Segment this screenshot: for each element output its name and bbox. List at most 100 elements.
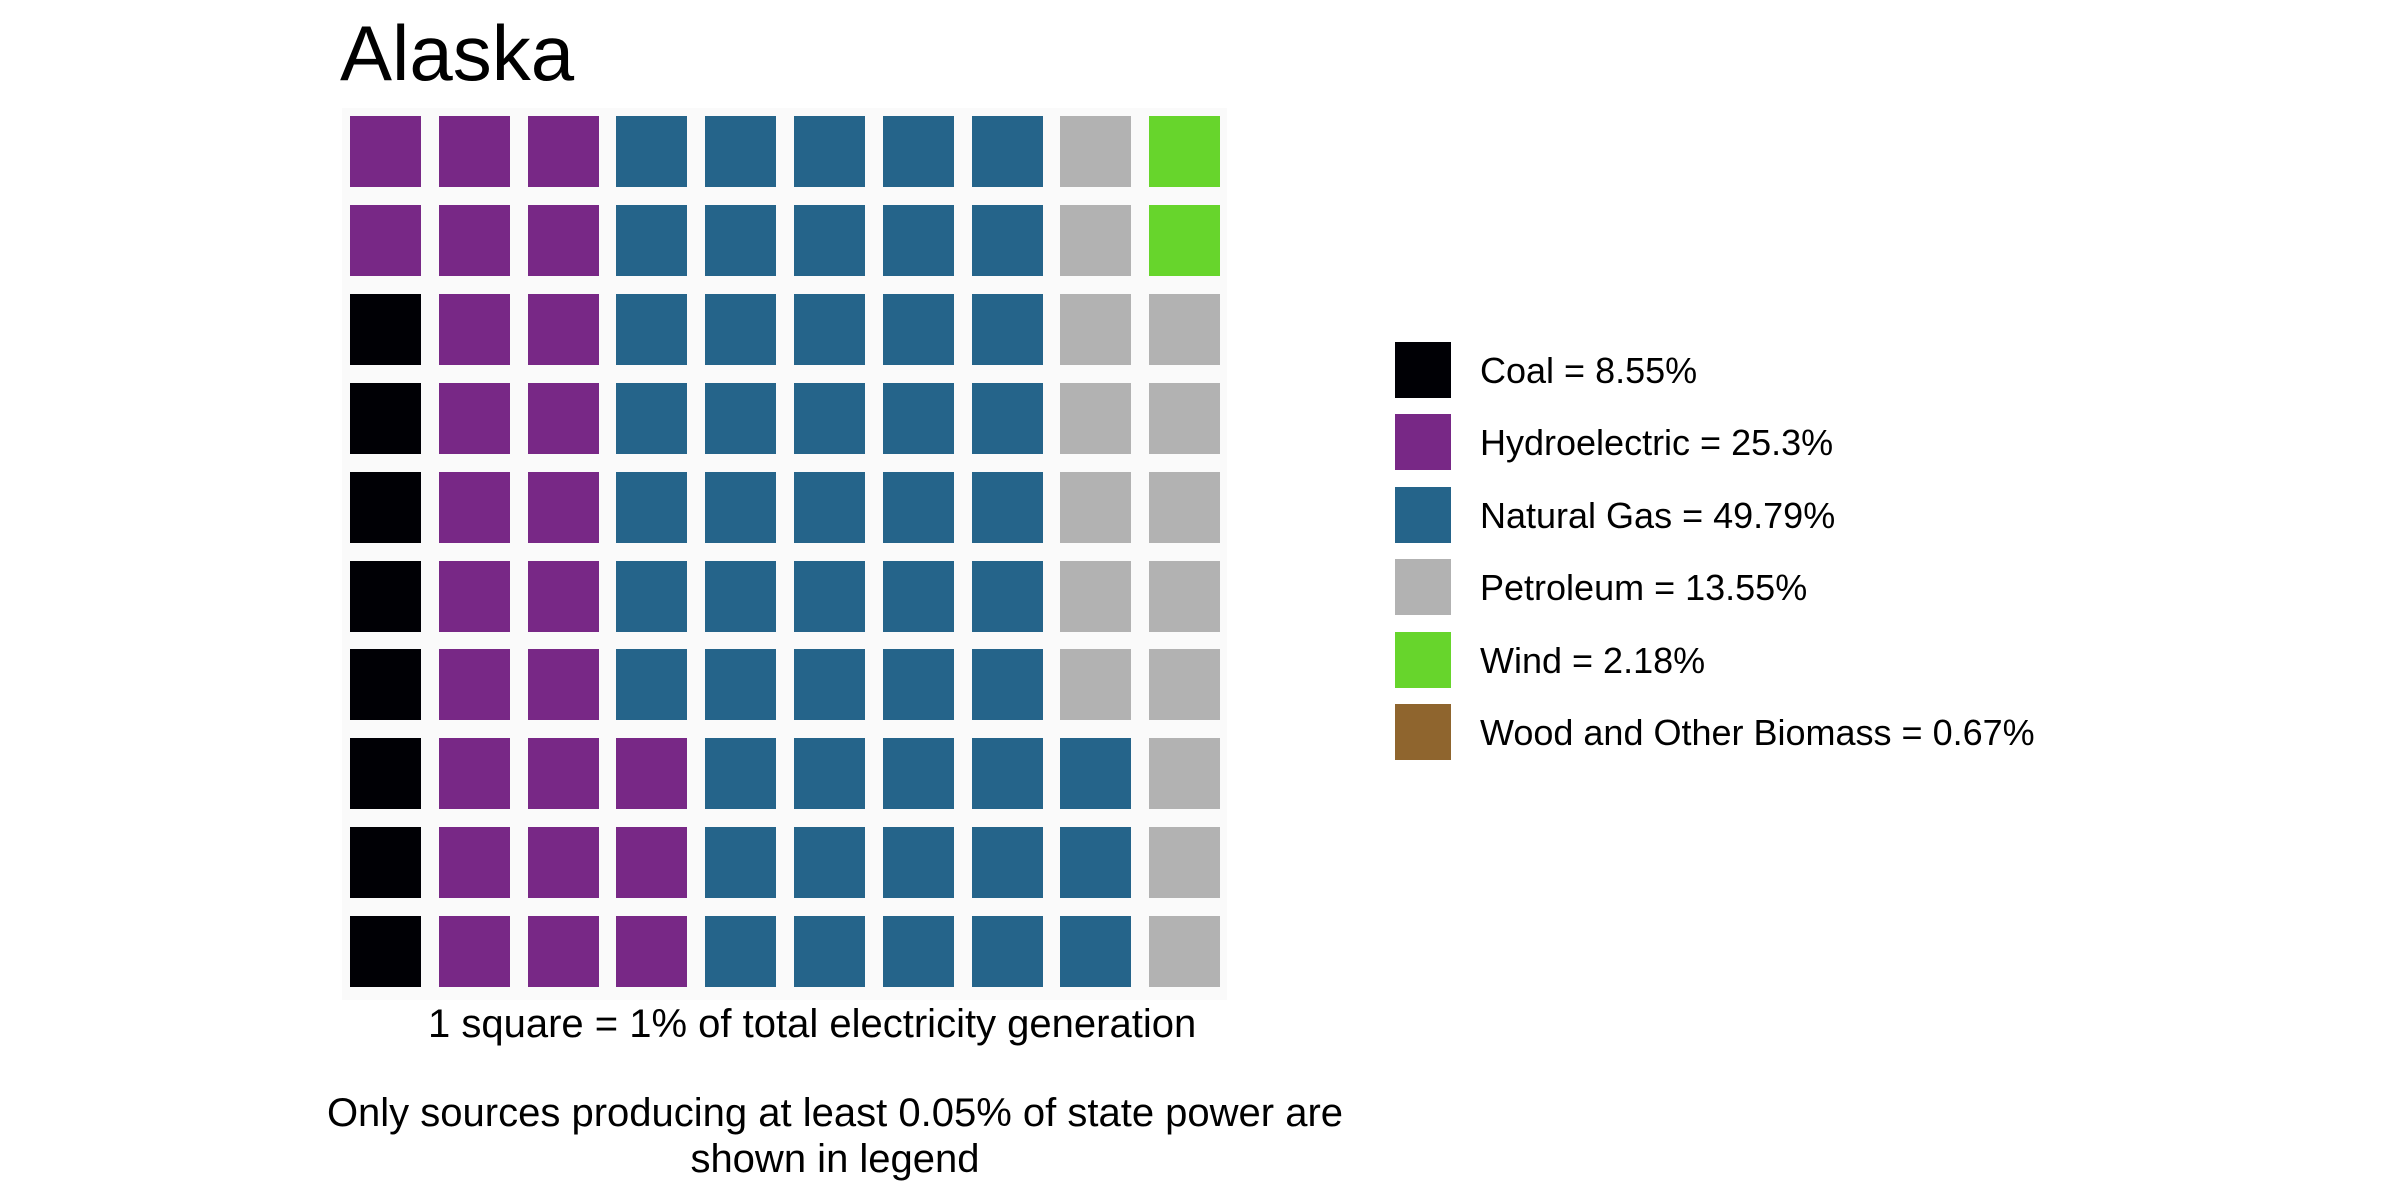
waffle-tile-natural-gas [794,827,865,899]
waffle-tile-natural-gas [971,471,1043,543]
legend-item-wind: Wind = 2.18% [1395,631,2095,688]
legend-key-coal [1395,342,1451,398]
legend-label-wind: Wind = 2.18% [1480,639,1706,681]
waffle-tile-hydroelectric [438,916,510,988]
waffle-tile-natural-gas [1060,738,1132,810]
waffle-tile-petroleum [1060,293,1132,365]
waffle-tile-natural-gas [705,471,777,543]
waffle-tile-natural-gas [882,293,954,365]
waffle-tile-hydroelectric [527,204,599,276]
waffle-tile-natural-gas [794,649,865,721]
waffle-tile-hydroelectric [527,471,599,543]
waffle-tile-hydroelectric [527,560,599,632]
legend-item-natural-gas: Natural Gas = 49.79% [1395,486,2095,543]
waffle-tile-natural-gas [794,293,865,365]
legend-item-wood-and-other-biomass: Wood and Other Biomass = 0.67% [1395,704,2095,760]
legend-label-hydroelectric: Hydroelectric = 25.3% [1480,422,1834,464]
waffle-panel [342,108,1227,1000]
waffle-tile-natural-gas [971,382,1043,454]
waffle-tile-natural-gas [705,204,777,276]
waffle-tile-natural-gas [616,649,688,721]
waffle-tile-coal [350,560,421,632]
waffle-tile-natural-gas [705,382,777,454]
waffle-tile-wind [1149,116,1221,187]
legend-key-petroleum [1395,559,1451,616]
waffle-tile-natural-gas [705,916,777,988]
waffle-tile-natural-gas [882,471,954,543]
waffle-tile-natural-gas [616,382,688,454]
waffle-tile-coal [350,382,421,454]
waffle-tile-natural-gas [882,204,954,276]
waffle-tile-hydroelectric [527,827,599,899]
legend-key-natural-gas [1395,486,1451,543]
legend-key-wind [1395,631,1451,688]
waffle-tile-natural-gas [882,560,954,632]
waffle-tile-natural-gas [971,916,1043,988]
legend-item-hydroelectric: Hydroelectric = 25.3% [1395,414,2095,471]
waffle-tile-hydroelectric [438,204,510,276]
waffle-tile-hydroelectric [438,560,510,632]
waffle-tile-petroleum [1060,560,1132,632]
waffle-tile-hydroelectric [527,649,599,721]
waffle-tile-hydroelectric [527,293,599,365]
waffle-tile-petroleum [1149,738,1221,810]
waffle-tile-natural-gas [705,827,777,899]
waffle-tile-petroleum [1149,649,1221,721]
waffle-tile-coal [350,293,421,365]
waffle-tile-natural-gas [616,293,688,365]
waffle-tile-petroleum [1060,116,1132,187]
waffle-tile-coal [350,738,421,810]
waffle-tile-natural-gas [794,560,865,632]
waffle-tile-coal [350,916,421,988]
waffle-tile-natural-gas [882,827,954,899]
legend-label-wood-and-other-biomass: Wood and Other Biomass = 0.67% [1480,712,2035,753]
waffle-tile-natural-gas [794,471,865,543]
waffle-tile-hydroelectric [350,116,421,187]
waffle-tile-hydroelectric [438,471,510,543]
waffle-tile-natural-gas [794,204,865,276]
legend-key-hydroelectric [1395,414,1451,471]
waffle-tile-natural-gas [971,116,1043,187]
waffle-tile-hydroelectric [616,827,688,899]
waffle-tile-natural-gas [705,116,777,187]
waffle-tile-natural-gas [616,471,688,543]
waffle-tile-natural-gas [794,382,865,454]
waffle-tile-hydroelectric [438,738,510,810]
legend-threshold-note: Only sources producing at least 0.05% of… [326,1091,1344,1181]
waffle-tile-natural-gas [882,649,954,721]
waffle-tile-hydroelectric [438,293,510,365]
waffle-tile-hydroelectric [527,916,599,988]
waffle-tile-petroleum [1060,204,1132,276]
waffle-tile-natural-gas [1060,827,1132,899]
waffle-tile-natural-gas [705,293,777,365]
waffle-tile-petroleum [1149,560,1221,632]
waffle-tile-natural-gas [705,738,777,810]
waffle-tile-natural-gas [705,649,777,721]
waffle-tile-petroleum [1149,471,1221,543]
waffle-tile-natural-gas [794,738,865,810]
waffle-tile-natural-gas [971,827,1043,899]
legend-label-petroleum: Petroleum = 13.55% [1480,567,1808,609]
waffle-tile-hydroelectric [527,116,599,187]
waffle-tile-hydroelectric [438,827,510,899]
waffle-tile-coal [350,649,421,721]
waffle-tile-natural-gas [705,560,777,632]
chart-title: Alaska [340,9,575,97]
waffle-tile-natural-gas [616,560,688,632]
waffle-tile-hydroelectric [527,738,599,810]
waffle-tile-natural-gas [882,382,954,454]
waffle-tile-natural-gas [882,738,954,810]
waffle-tile-petroleum [1060,382,1132,454]
waffle-tile-natural-gas [794,116,865,187]
waffle-tile-coal [350,471,421,543]
chart-caption: 1 square = 1% of total electricity gener… [428,1002,1197,1046]
waffle-tile-hydroelectric [350,204,421,276]
waffle-tile-hydroelectric [438,649,510,721]
waffle-tile-petroleum [1149,382,1221,454]
waffle-tile-hydroelectric [616,738,688,810]
waffle-tile-natural-gas [616,204,688,276]
waffle-tile-natural-gas [794,916,865,988]
legend-item-coal: Coal = 8.55% [1395,342,2095,398]
waffle-tile-hydroelectric [616,916,688,988]
